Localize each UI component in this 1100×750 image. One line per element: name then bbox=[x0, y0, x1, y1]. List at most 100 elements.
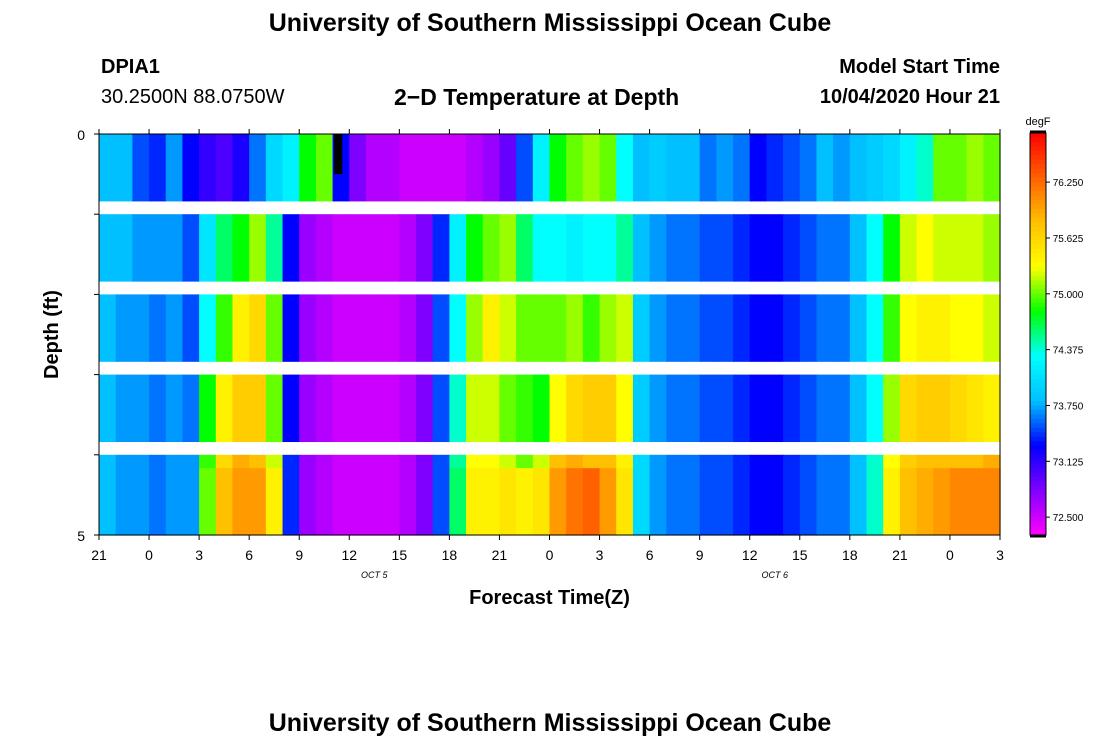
heatmap-cell bbox=[833, 134, 851, 202]
colorbar-segment bbox=[1030, 418, 1046, 424]
heatmap-cell bbox=[249, 214, 267, 282]
heatmap-cell bbox=[582, 294, 601, 362]
heatmap-cell bbox=[532, 374, 551, 443]
heatmap-cell bbox=[99, 468, 117, 536]
heatmap-cell bbox=[99, 134, 117, 202]
heatmap-cell bbox=[783, 374, 801, 443]
heatmap-cell bbox=[616, 374, 634, 443]
heatmap-cell bbox=[165, 294, 184, 362]
heatmap-cell bbox=[599, 468, 617, 536]
colorbar-segment bbox=[1030, 351, 1046, 357]
heatmap-cell bbox=[766, 134, 784, 202]
colorbar-segment bbox=[1030, 293, 1046, 299]
heatmap-cell bbox=[883, 294, 901, 362]
heatmap-cell bbox=[749, 468, 768, 536]
colorbar-tick-label: 75.625 bbox=[1053, 234, 1084, 245]
heatmap-cell bbox=[949, 214, 968, 282]
colorbar-segment bbox=[1030, 302, 1046, 308]
y-tick-label: 0 bbox=[77, 127, 85, 143]
heatmap-cell bbox=[232, 134, 250, 202]
heatmap-cell bbox=[432, 468, 450, 536]
heatmap-cell bbox=[883, 374, 901, 443]
heatmap-cell bbox=[215, 374, 234, 443]
heatmap-cell bbox=[282, 214, 300, 282]
x-tick-label: 15 bbox=[392, 547, 408, 563]
heatmap-cell bbox=[816, 374, 834, 443]
heatmap-cell bbox=[899, 374, 918, 443]
heatmap-cell bbox=[432, 214, 450, 282]
colorbar-segment bbox=[1030, 356, 1046, 362]
heatmap-cell bbox=[733, 294, 751, 362]
heatmap-cell bbox=[566, 374, 584, 443]
heatmap-cell bbox=[949, 374, 968, 443]
x-tick-label: 15 bbox=[792, 547, 808, 563]
heatmap-cell bbox=[516, 134, 534, 202]
heatmap-cell bbox=[866, 468, 884, 536]
x-tick-label: 21 bbox=[892, 547, 908, 563]
colorbar-segment bbox=[1030, 436, 1046, 442]
heatmap-cell bbox=[866, 294, 884, 362]
colorbar-tick-label: 72.500 bbox=[1053, 513, 1084, 524]
heatmap-cell bbox=[215, 468, 234, 536]
heatmap-cell bbox=[616, 294, 634, 362]
heatmap-cell bbox=[699, 468, 717, 536]
heatmap-cell bbox=[532, 294, 551, 362]
heatmap-cell bbox=[933, 214, 951, 282]
heatmap-cell bbox=[933, 468, 951, 536]
colorbar-tick-label: 74.375 bbox=[1053, 346, 1084, 357]
heatmap-cell bbox=[199, 214, 217, 282]
heatmap-cell bbox=[682, 214, 701, 282]
colorbar-segment bbox=[1030, 200, 1046, 206]
heatmap-cell bbox=[232, 468, 250, 536]
heatmap-cell bbox=[332, 374, 350, 443]
heatmap-cell bbox=[165, 374, 184, 443]
heatmap-cell bbox=[382, 134, 400, 202]
heatmap-cell bbox=[149, 134, 167, 202]
heatmap-cell bbox=[482, 214, 501, 282]
colorbar-segment bbox=[1030, 378, 1046, 384]
colorbar-segment bbox=[1030, 512, 1046, 518]
heatmap-cell bbox=[249, 468, 267, 536]
heatmap-cell bbox=[315, 294, 334, 362]
heatmap-cell bbox=[766, 374, 784, 443]
colorbar-segment bbox=[1030, 173, 1046, 179]
heatmap-cell bbox=[182, 134, 200, 202]
heatmap-cell bbox=[682, 134, 701, 202]
heatmap-cell bbox=[416, 374, 434, 443]
station-coordinates: 30.2500N 88.0750W bbox=[101, 86, 285, 108]
heatmap-cell bbox=[966, 294, 984, 362]
colorbar-tick-label: 73.125 bbox=[1053, 457, 1084, 468]
heatmap-cell bbox=[799, 294, 818, 362]
heatmap-cell bbox=[549, 134, 567, 202]
heatmap-cell bbox=[215, 294, 234, 362]
heatmap-cell bbox=[382, 214, 400, 282]
colorbar-segment bbox=[1030, 463, 1046, 469]
heatmap-cell bbox=[566, 294, 584, 362]
heatmap-cell bbox=[516, 214, 534, 282]
heatmap-cell bbox=[132, 134, 150, 202]
heatmap-cell bbox=[416, 468, 434, 536]
page-title-bottom: University of Southern Mississippi Ocean… bbox=[268, 709, 832, 737]
y-tick-label: 5 bbox=[77, 528, 85, 544]
heatmap-cell bbox=[866, 374, 884, 443]
colorbar-segment bbox=[1030, 307, 1046, 313]
heatmap-cell bbox=[899, 468, 918, 536]
colorbar-segment bbox=[1030, 231, 1046, 237]
heatmap-cell bbox=[916, 374, 934, 443]
colorbar-segment bbox=[1030, 311, 1046, 317]
colorbar-segment bbox=[1030, 249, 1046, 255]
heatmap-cell bbox=[632, 134, 651, 202]
heatmap-cell bbox=[365, 294, 384, 362]
heatmap-cell bbox=[783, 294, 801, 362]
colorbar-segment bbox=[1030, 342, 1046, 348]
heatmap-cell bbox=[449, 214, 467, 282]
heatmap-cell bbox=[699, 134, 717, 202]
heatmap-cell bbox=[482, 468, 501, 536]
colorbar-segment bbox=[1030, 468, 1046, 474]
colorbar-segment bbox=[1030, 226, 1046, 232]
heatmap-cell bbox=[983, 294, 1001, 362]
colorbar-segment bbox=[1030, 445, 1046, 451]
x-tick-label: 9 bbox=[696, 547, 704, 563]
heatmap-cell bbox=[632, 468, 651, 536]
heatmap-cell bbox=[766, 214, 784, 282]
